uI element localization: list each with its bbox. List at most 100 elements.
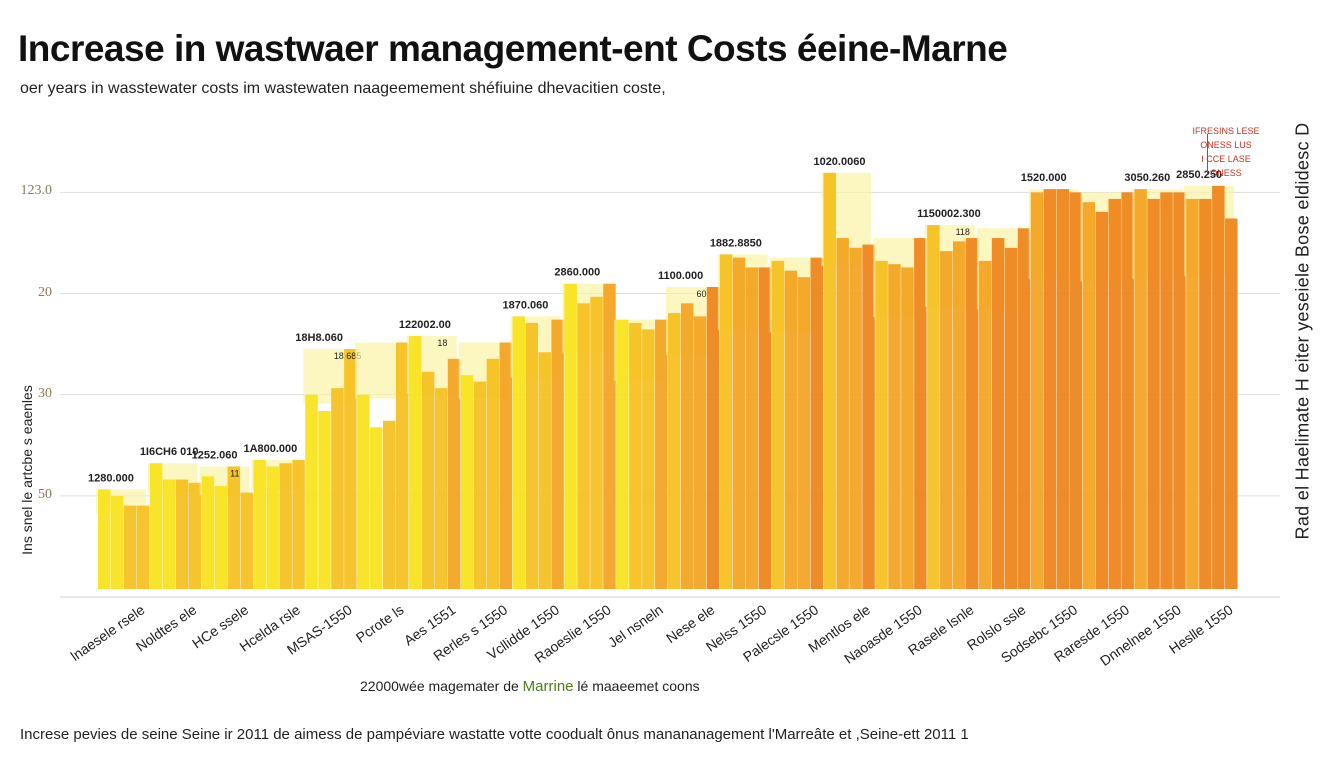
- x-axis-label: 22000wée magemater de Marrine lé maaeeme…: [360, 678, 700, 695]
- x-axis-label-accent: Marrine: [522, 678, 574, 695]
- data-label: 1100.000: [658, 270, 703, 282]
- bar: [1030, 192, 1044, 590]
- data-label: 1520.000: [1021, 172, 1067, 184]
- bar: [512, 316, 526, 589]
- bar: [1173, 192, 1186, 590]
- bar: [616, 319, 629, 589]
- bar: [1017, 228, 1031, 589]
- bar: [123, 505, 137, 589]
- note-line-3: I CCE LASE: [1201, 154, 1251, 164]
- bar: [1043, 189, 1057, 589]
- bar: [862, 244, 875, 589]
- bar: [1199, 198, 1212, 590]
- bar: [370, 427, 383, 589]
- bar: [149, 463, 163, 589]
- data-label: 1A800.000: [243, 443, 297, 455]
- note-line-4: ONESS: [1210, 168, 1242, 178]
- bar: [732, 257, 746, 589]
- bar: [434, 388, 448, 589]
- data-label: 1020.0060: [813, 156, 865, 168]
- y-axis-label: Ins snel le artcbe s eaenles: [19, 345, 35, 595]
- bar: [292, 459, 305, 589]
- bar: [240, 492, 253, 589]
- bar: [1056, 189, 1070, 589]
- bar: [978, 260, 992, 589]
- chart-title: Increase in wastwaer management-ent Cost…: [18, 28, 1008, 69]
- category-label: Pcrote ls: [353, 601, 407, 645]
- data-sublabel: 11: [230, 468, 239, 478]
- bar: [253, 459, 266, 589]
- data-label: 1870.060: [503, 299, 549, 311]
- bar: [357, 394, 370, 589]
- x-axis-label-post: lé maaeemet coons: [573, 678, 700, 694]
- bar: [136, 505, 150, 589]
- data-sublabel: 60: [697, 289, 707, 299]
- bar: [603, 283, 616, 589]
- bar: [836, 238, 849, 590]
- bar: [1147, 198, 1160, 590]
- bar: [823, 172, 836, 589]
- bar: [1108, 198, 1121, 590]
- data-label: 1150002.300: [917, 208, 981, 220]
- bar: [564, 283, 577, 589]
- bar: [642, 329, 655, 589]
- bar: [1225, 218, 1238, 589]
- bar: [162, 479, 176, 589]
- bar: [1212, 185, 1225, 589]
- bar: [201, 476, 215, 589]
- footer-note: Increse pevies de seine Seine ir 2011 de…: [20, 726, 969, 743]
- bar: [914, 238, 927, 590]
- y-axis-label-text: Ins snel le artcbe s eaenles: [19, 385, 35, 555]
- data-label: 2860.000: [554, 267, 600, 279]
- bar: [473, 381, 487, 589]
- bar: [1004, 247, 1018, 589]
- bar: [1121, 192, 1134, 590]
- bar: [227, 466, 241, 589]
- y-tick-label: 123.0: [20, 183, 53, 199]
- bar: [758, 267, 772, 589]
- x-axis-label-pre: 22000wée magemater de: [360, 678, 523, 694]
- data-sublabel: 18 685: [334, 351, 362, 361]
- bar: [1160, 192, 1173, 590]
- bar: [745, 267, 759, 589]
- bar: [305, 394, 318, 589]
- bar: [1082, 202, 1096, 589]
- bar: [383, 420, 396, 589]
- bar: [395, 342, 409, 589]
- bar: [318, 411, 331, 589]
- chart-subtitle: oer years in wasstewater costs im wastew…: [20, 80, 666, 97]
- bar: [408, 335, 422, 589]
- y-tick-label: 30: [38, 385, 52, 401]
- data-sublabel: 18: [437, 338, 447, 348]
- bar: [693, 316, 707, 589]
- y-tick-label: 50: [38, 486, 52, 502]
- bar: [875, 260, 888, 589]
- right-axis-label-text: Rad el Haelimate H eiter yeseiele Bose e…: [1292, 122, 1313, 540]
- bar: [1069, 192, 1083, 590]
- bar: [629, 322, 642, 589]
- data-label: 3050.260: [1124, 172, 1170, 184]
- bar: [771, 260, 785, 589]
- data-label: 1280.000: [88, 472, 134, 484]
- data-label: 18H8.060: [295, 332, 343, 344]
- note-line-1: IFRESINS LESE: [1192, 126, 1260, 136]
- bar: [797, 277, 811, 589]
- bar: [655, 319, 668, 589]
- bar: [1095, 211, 1108, 589]
- note-connector: [1207, 134, 1208, 174]
- bar: [810, 257, 823, 589]
- bar: [525, 322, 538, 589]
- category-label: Jel nsneln: [605, 601, 666, 650]
- bar: [719, 254, 733, 590]
- bar: [991, 238, 1005, 590]
- bar: [888, 264, 901, 589]
- data-label: 1882.8850: [710, 237, 762, 249]
- bar: [706, 287, 720, 589]
- bar: [460, 375, 474, 589]
- note-line-2: ONESS LUS: [1200, 140, 1252, 150]
- bar: [499, 342, 513, 589]
- bar: [538, 352, 551, 589]
- bar: [110, 495, 124, 589]
- bar: [188, 482, 202, 589]
- bar: [927, 225, 940, 589]
